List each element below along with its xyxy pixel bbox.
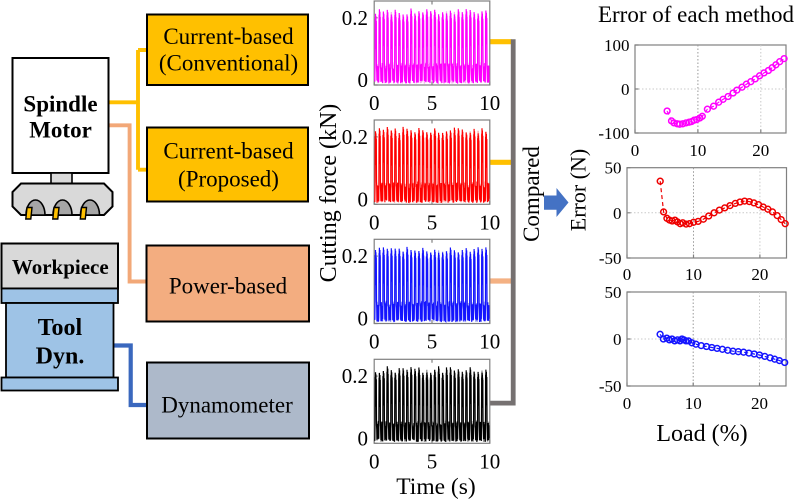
svg-text:50: 50 bbox=[605, 283, 622, 302]
svg-text:0: 0 bbox=[369, 449, 380, 473]
svg-text:5: 5 bbox=[427, 210, 438, 234]
svg-text:0.2: 0.2 bbox=[342, 364, 368, 388]
svg-text:5: 5 bbox=[427, 449, 438, 473]
svg-text:20: 20 bbox=[751, 394, 768, 413]
svg-text:50: 50 bbox=[605, 159, 622, 178]
svg-text:0: 0 bbox=[613, 330, 622, 349]
svg-text:10: 10 bbox=[689, 141, 706, 160]
svg-text:0: 0 bbox=[358, 187, 369, 211]
svg-text:0: 0 bbox=[621, 80, 630, 99]
svg-text:0.2: 0.2 bbox=[342, 244, 368, 268]
svg-text:5: 5 bbox=[427, 330, 438, 354]
svg-text:0.2: 0.2 bbox=[342, 6, 368, 30]
svg-text:10: 10 bbox=[479, 91, 500, 115]
svg-text:Spindle: Spindle bbox=[23, 92, 97, 117]
svg-text:10: 10 bbox=[479, 210, 500, 234]
svg-text:20: 20 bbox=[752, 141, 769, 160]
svg-text:-100: -100 bbox=[598, 124, 629, 143]
svg-text:20: 20 bbox=[751, 265, 768, 284]
svg-text:-50: -50 bbox=[599, 249, 622, 268]
svg-text:Motor: Motor bbox=[29, 118, 92, 143]
svg-text:Workpiece: Workpiece bbox=[12, 255, 109, 279]
svg-text:Compared: Compared bbox=[519, 146, 544, 242]
svg-text:0: 0 bbox=[631, 141, 640, 160]
svg-text:(Proposed): (Proposed) bbox=[178, 167, 279, 192]
svg-text:0: 0 bbox=[369, 330, 380, 354]
svg-text:-50: -50 bbox=[599, 377, 622, 396]
svg-text:Power-based: Power-based bbox=[169, 274, 288, 299]
svg-text:0: 0 bbox=[369, 91, 380, 115]
svg-text:Tool: Tool bbox=[38, 315, 83, 341]
svg-text:0: 0 bbox=[358, 426, 369, 450]
svg-text:0: 0 bbox=[358, 68, 369, 92]
svg-text:Current-based: Current-based bbox=[163, 24, 294, 49]
svg-text:Time (s): Time (s) bbox=[396, 474, 475, 500]
svg-text:Dyn.: Dyn. bbox=[36, 344, 85, 370]
svg-text:10: 10 bbox=[685, 394, 702, 413]
svg-text:Dynamometer: Dynamometer bbox=[161, 393, 293, 418]
svg-text:0: 0 bbox=[613, 204, 622, 223]
svg-text:Cutting force (kN): Cutting force (kN) bbox=[316, 104, 342, 283]
svg-text:10: 10 bbox=[685, 265, 702, 284]
svg-text:Error (N): Error (N) bbox=[566, 149, 591, 231]
svg-text:10: 10 bbox=[479, 330, 500, 354]
svg-text:0: 0 bbox=[623, 265, 632, 284]
svg-text:Current-based: Current-based bbox=[163, 139, 294, 164]
svg-text:5: 5 bbox=[427, 91, 438, 115]
svg-text:Load (%): Load (%) bbox=[656, 421, 747, 447]
svg-text:(Conventional): (Conventional) bbox=[159, 50, 298, 75]
svg-text:0.2: 0.2 bbox=[342, 125, 368, 149]
svg-text:0: 0 bbox=[369, 210, 380, 234]
svg-text:0: 0 bbox=[623, 394, 632, 413]
svg-text:Error of each method: Error of each method bbox=[598, 2, 795, 27]
svg-text:0: 0 bbox=[358, 307, 369, 331]
svg-text:10: 10 bbox=[479, 449, 500, 473]
svg-text:100: 100 bbox=[604, 36, 630, 55]
